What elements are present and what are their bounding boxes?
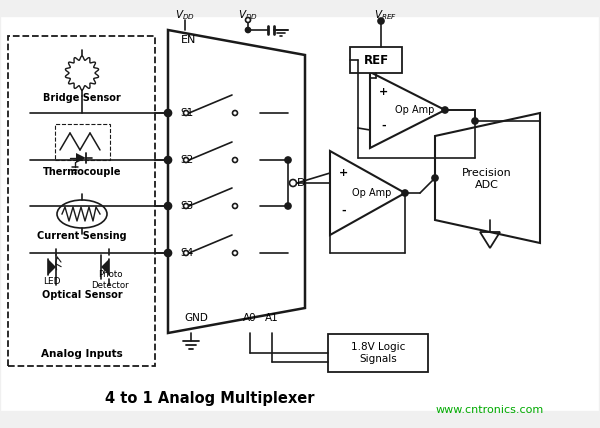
Text: Bridge Sensor: Bridge Sensor [43, 93, 121, 103]
Text: Analog Inputs: Analog Inputs [41, 349, 123, 359]
Circle shape [184, 110, 188, 116]
Text: S1: S1 [180, 108, 193, 118]
Text: +: + [340, 168, 349, 178]
Text: ADC: ADC [475, 180, 499, 190]
Text: GND: GND [184, 313, 208, 323]
Text: www.cntronics.com: www.cntronics.com [436, 405, 544, 415]
Text: $V_{REF}$: $V_{REF}$ [374, 8, 397, 22]
Circle shape [164, 110, 172, 116]
Text: S4: S4 [180, 248, 193, 258]
Circle shape [184, 158, 188, 163]
Text: -: - [382, 121, 386, 131]
Text: Photo
Detector: Photo Detector [91, 270, 129, 290]
Text: -: - [341, 206, 346, 216]
Text: Thermocouple: Thermocouple [43, 167, 121, 177]
Circle shape [164, 250, 172, 256]
Text: D: D [297, 178, 305, 188]
Circle shape [184, 203, 188, 208]
Polygon shape [76, 153, 86, 163]
Polygon shape [48, 259, 56, 275]
Text: 4 to 1 Analog Multiplexer: 4 to 1 Analog Multiplexer [105, 390, 315, 405]
Circle shape [432, 175, 438, 181]
Circle shape [164, 157, 172, 163]
Text: Current Sensing: Current Sensing [37, 231, 127, 241]
Bar [328, 334, 428, 372]
Text: EN: EN [181, 35, 196, 45]
Text: $V_{DD}$: $V_{DD}$ [238, 8, 258, 22]
Text: S3: S3 [180, 201, 193, 211]
Circle shape [402, 190, 408, 196]
Text: S2: S2 [180, 155, 193, 165]
Text: Op Amp: Op Amp [352, 188, 392, 198]
Polygon shape [101, 259, 109, 275]
Circle shape [245, 18, 251, 23]
Circle shape [233, 203, 238, 208]
Text: Optical Sensor: Optical Sensor [41, 290, 122, 300]
Circle shape [472, 118, 478, 124]
Text: Op Amp: Op Amp [395, 105, 434, 115]
Circle shape [233, 110, 238, 116]
Text: REF: REF [364, 54, 389, 66]
Circle shape [285, 157, 291, 163]
Circle shape [184, 250, 188, 256]
Circle shape [233, 250, 238, 256]
Circle shape [285, 203, 291, 209]
Text: A1: A1 [265, 313, 279, 323]
Bar [350, 47, 402, 73]
Text: +: + [379, 87, 389, 97]
Text: 1.8V Logic
Signals: 1.8V Logic Signals [351, 342, 405, 364]
Text: Precision: Precision [462, 168, 512, 178]
Circle shape [245, 27, 251, 33]
Circle shape [378, 18, 384, 24]
Circle shape [233, 158, 238, 163]
Text: LED: LED [43, 277, 61, 286]
Circle shape [164, 202, 172, 209]
Text: A0: A0 [243, 313, 257, 323]
Circle shape [290, 179, 296, 187]
Circle shape [442, 107, 448, 113]
Text: $V_{DD}$: $V_{DD}$ [175, 8, 195, 22]
FancyBboxPatch shape [8, 36, 155, 366]
